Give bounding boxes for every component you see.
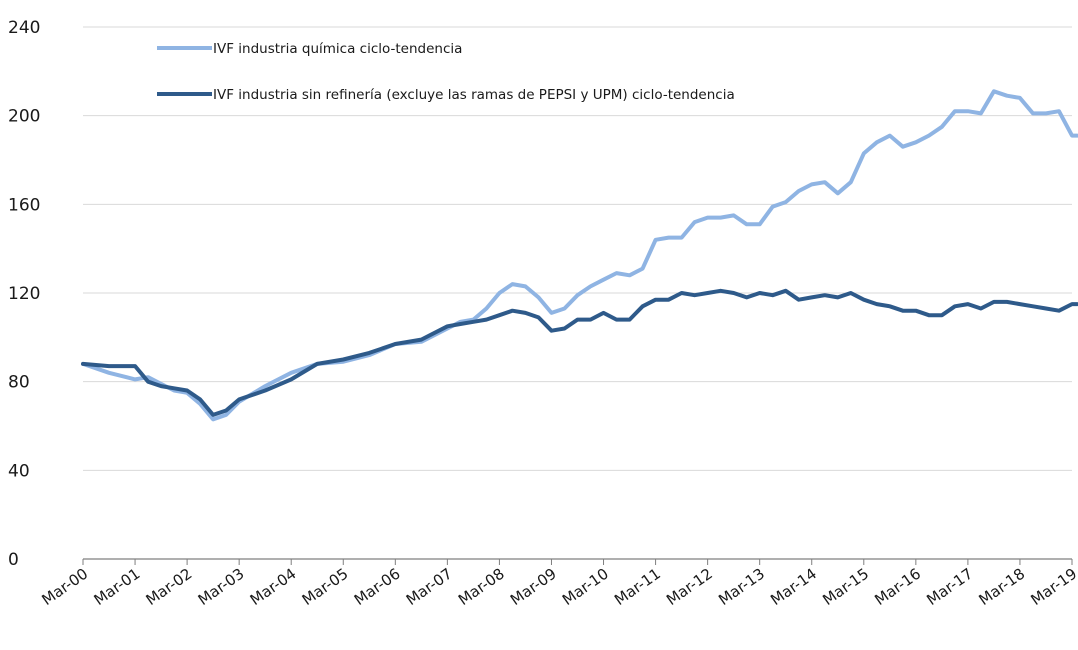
x-tick-label: Mar-01 xyxy=(91,565,144,609)
x-tick-label: Mar-06 xyxy=(351,565,404,609)
series-line-quimica xyxy=(81,89,1078,422)
x-tick-label: Mar-15 xyxy=(819,565,872,609)
x-tick-label: Mar-05 xyxy=(299,565,352,609)
x-tick-label: Mar-18 xyxy=(975,565,1028,609)
y-tick-label: 120 xyxy=(8,284,40,304)
x-tick-label: Mar-09 xyxy=(507,565,560,609)
x-tick-label: Mar-14 xyxy=(767,565,820,609)
y-tick-label: 240 xyxy=(8,18,40,38)
legend: IVF industria química ciclo-tendencia IV… xyxy=(157,41,735,103)
x-tick-label: Mar-13 xyxy=(715,565,768,609)
y-axis: 0 40 80 120 160 200 240 xyxy=(8,18,40,570)
y-tick-label: 80 xyxy=(8,373,30,393)
y-tick-label: 0 xyxy=(8,550,19,570)
x-tick-label: Mar-00 xyxy=(39,565,92,609)
y-tick-label: 200 xyxy=(8,107,40,127)
legend-label-quimica: IVF industria química ciclo-tendencia xyxy=(213,41,462,57)
x-tick-label: Mar-11 xyxy=(611,565,664,609)
x-tick-label: Mar-17 xyxy=(923,565,976,609)
series-lines xyxy=(81,89,1078,422)
y-tick-label: 160 xyxy=(8,195,40,215)
x-tick-label: Mar-19 xyxy=(1028,565,1078,609)
x-tick-label: Mar-16 xyxy=(871,565,924,609)
x-tick-label: Mar-10 xyxy=(559,565,612,609)
series-line-sin-refineria xyxy=(81,288,1078,417)
x-tick-label: Mar-03 xyxy=(195,565,248,609)
x-tick-label: Mar-04 xyxy=(247,565,300,609)
x-tick-label: Mar-07 xyxy=(403,565,456,609)
x-tick-label: Mar-12 xyxy=(663,565,716,609)
x-axis: Mar-00 Mar-01 Mar-02 Mar-03 Mar-04 Mar-05 Mar-… xyxy=(39,558,1078,609)
x-tick-label: Mar-08 xyxy=(455,565,508,609)
x-tick-label: Mar-02 xyxy=(143,565,196,609)
legend-label-sin-refineria: IVF industria sin refinería (excluye las… xyxy=(213,87,735,103)
y-tick-label: 40 xyxy=(8,461,30,481)
